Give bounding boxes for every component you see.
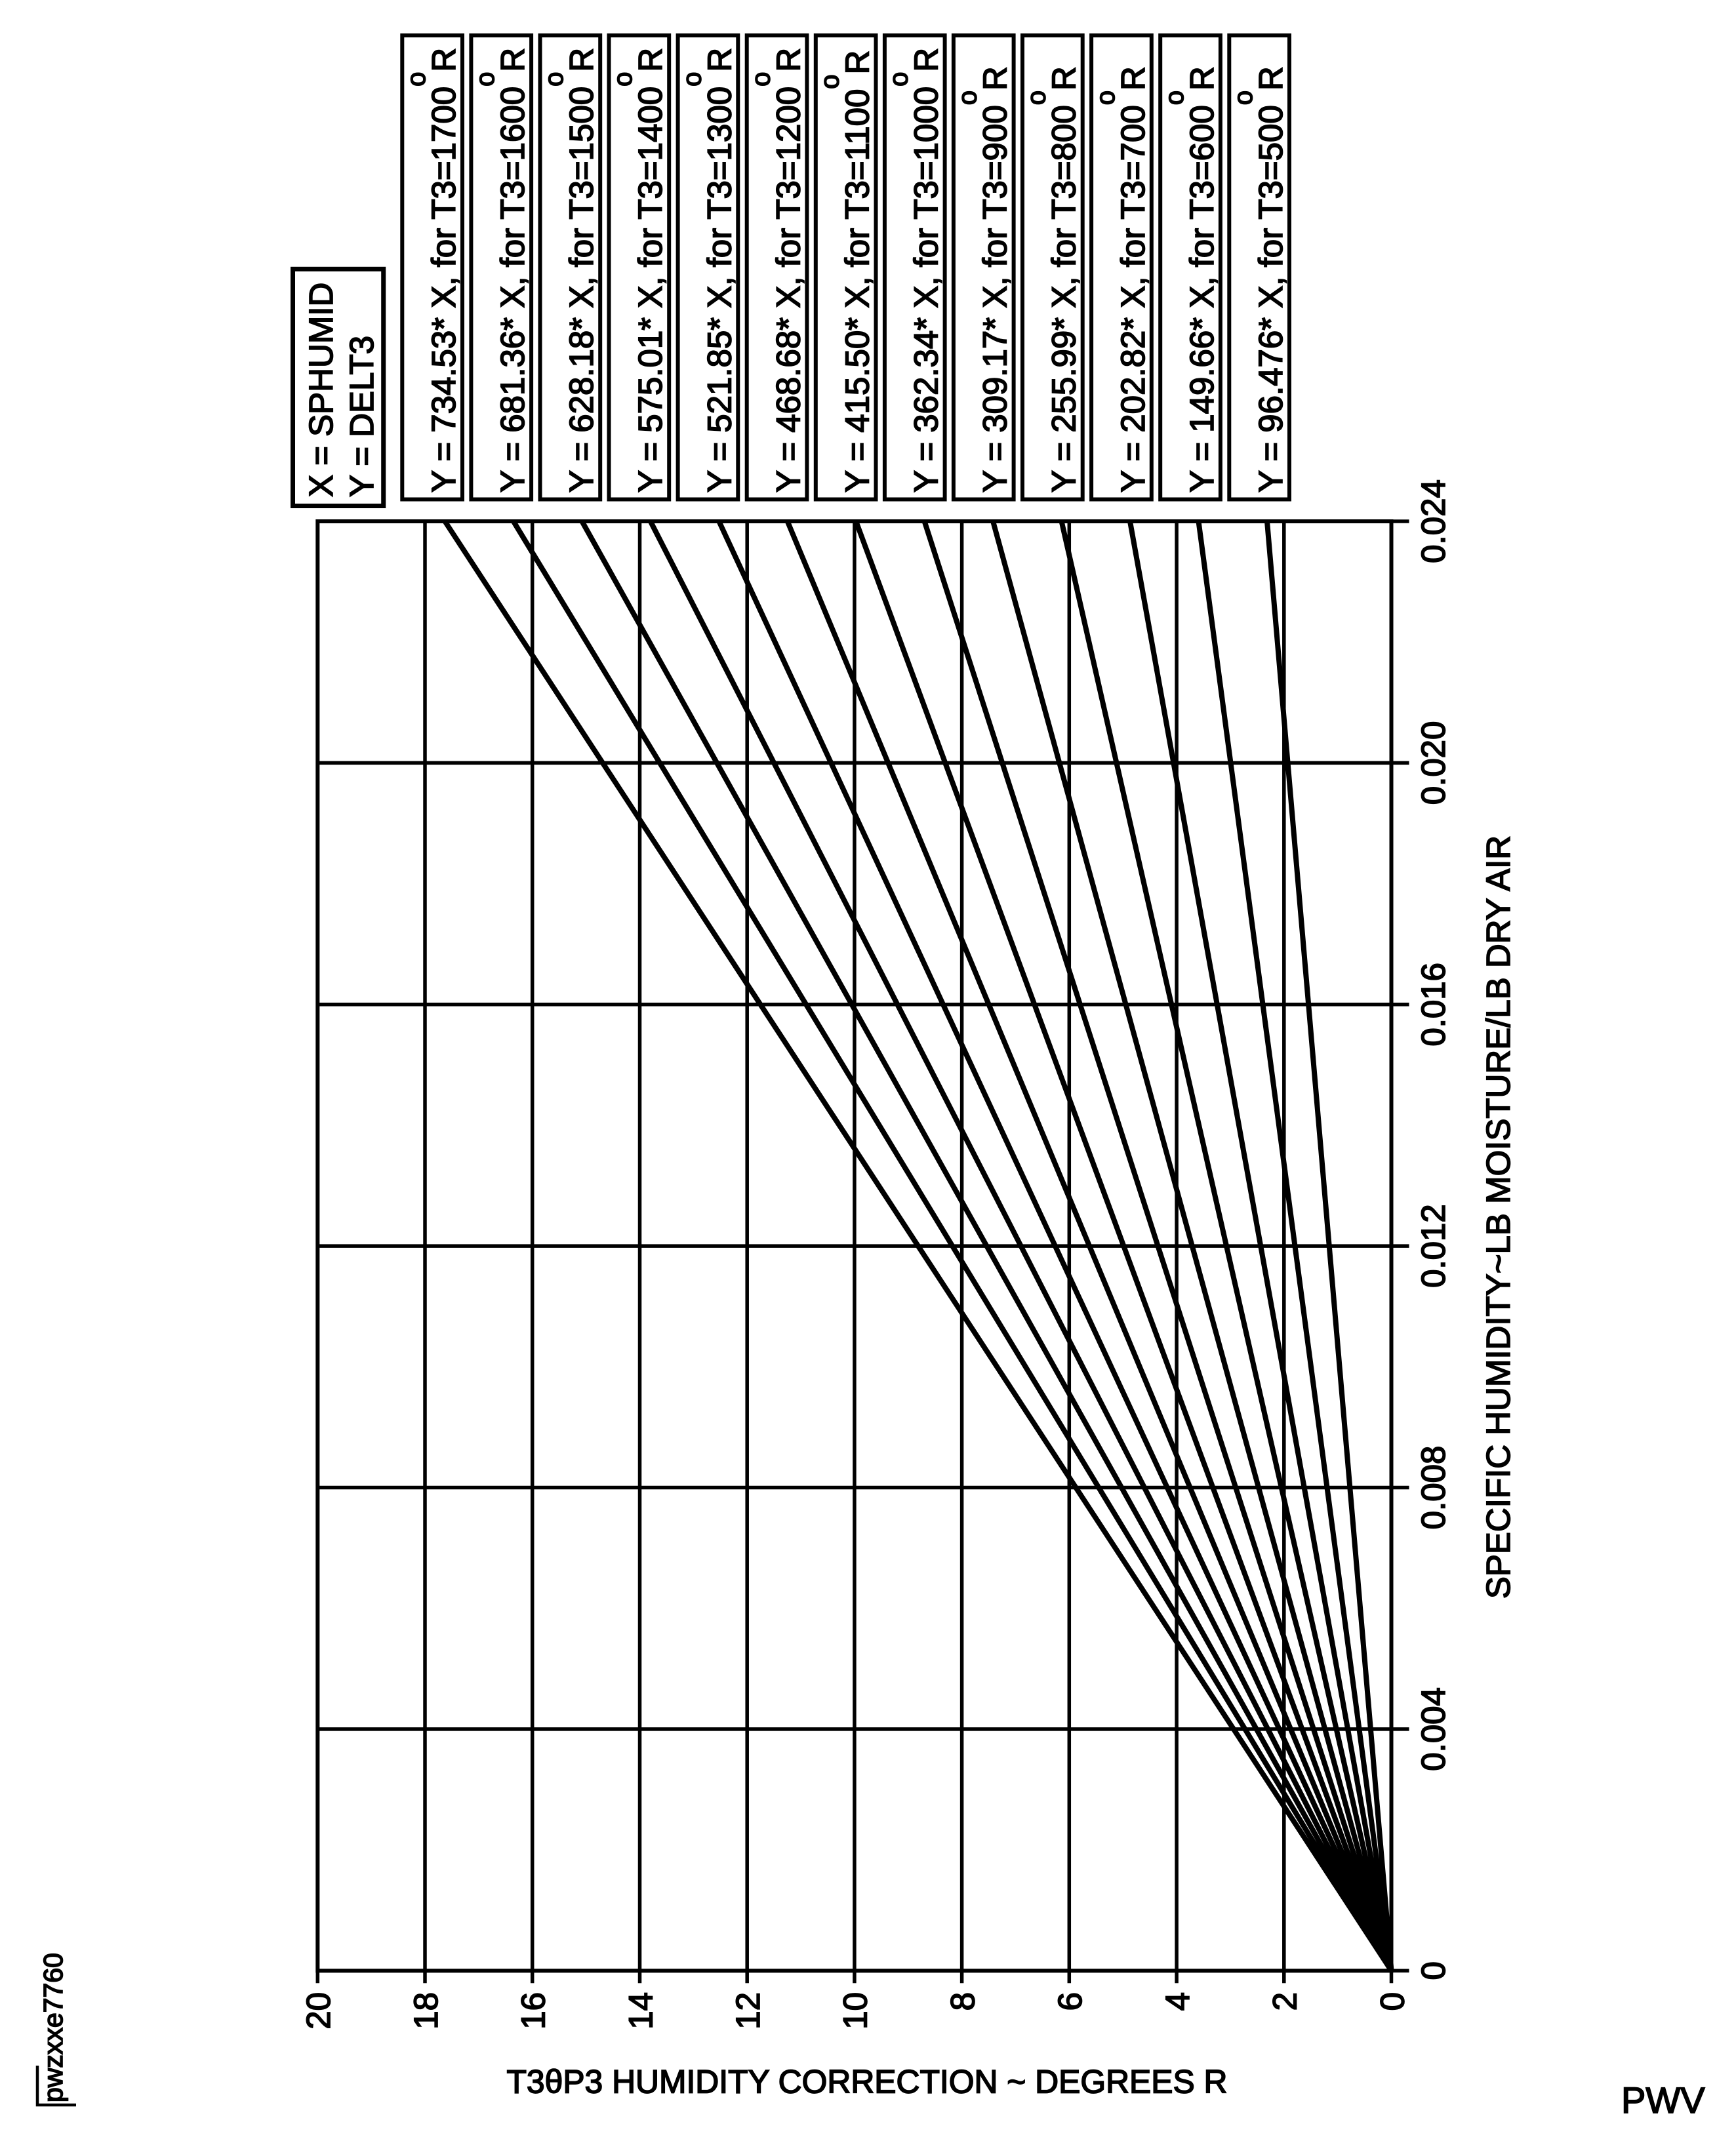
svg-text:X = SPHUMID: X = SPHUMID [302, 283, 340, 497]
svg-text:18: 18 [407, 1992, 445, 2030]
svg-text:PWV: PWV [1621, 2079, 1705, 2121]
svg-text:8: 8 [944, 1992, 981, 2011]
svg-text:12: 12 [729, 1992, 767, 2030]
svg-text:0.020: 0.020 [1415, 721, 1452, 805]
svg-text:0.016: 0.016 [1415, 963, 1452, 1047]
svg-text:SPECIFIC HUMIDITY~LB MOISTURE/: SPECIFIC HUMIDITY~LB MOISTURE/LB DRY AIR [1480, 835, 1517, 1599]
svg-text:0.024: 0.024 [1415, 479, 1452, 563]
svg-text:2: 2 [1266, 1992, 1304, 2011]
svg-text:6: 6 [1051, 1992, 1089, 2011]
svg-text:0.008: 0.008 [1415, 1446, 1452, 1530]
svg-text:10: 10 [837, 1992, 874, 2030]
svg-text:0.012: 0.012 [1415, 1204, 1452, 1288]
svg-text:16: 16 [515, 1992, 552, 2030]
svg-text:Y = DELT3: Y = DELT3 [343, 336, 380, 497]
svg-text:pwzxxe7760: pwzxxe7760 [38, 1953, 68, 2102]
svg-text:14: 14 [622, 1992, 659, 2030]
svg-text:20: 20 [300, 1992, 337, 2030]
svg-text:0.004: 0.004 [1415, 1687, 1452, 1771]
svg-text:4: 4 [1159, 1992, 1196, 2011]
svg-text:T3θP3 HUMIDITY CORRECTION ~ DE: T3θP3 HUMIDITY CORRECTION ~ DEGREES R [507, 2063, 1228, 2100]
svg-text:0: 0 [1415, 1961, 1452, 1980]
svg-text:0: 0 [1373, 1992, 1411, 2011]
